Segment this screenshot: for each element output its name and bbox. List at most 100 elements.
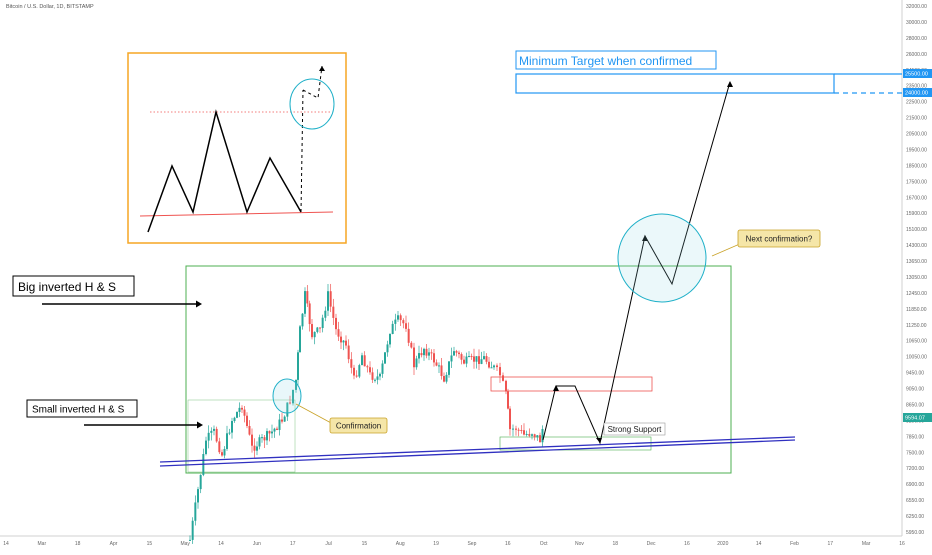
inset-support-line (139, 211, 334, 217)
candle-body (496, 365, 498, 368)
time-tick-label: Mar (862, 541, 871, 547)
candle-body (458, 352, 460, 355)
candle-body (308, 303, 311, 325)
price-tick-label: 20500.00 (906, 132, 927, 138)
candle-body (358, 365, 361, 377)
candle-body (241, 407, 243, 410)
candle-body (258, 437, 261, 447)
confirmation-callout[interactable]: Confirmation (295, 403, 388, 434)
candle-body (428, 352, 430, 356)
price-tick-label: 21500.00 (906, 116, 927, 122)
price-tick-label: 17500.00 (906, 179, 927, 185)
candle-body (430, 352, 433, 354)
candle-body (199, 474, 202, 490)
candle-body (271, 431, 273, 434)
candle-body (340, 336, 342, 343)
candle-body (490, 367, 493, 369)
time-tick-label: Aug (396, 541, 405, 547)
candle-body (189, 539, 191, 541)
target-tag-high (903, 69, 932, 78)
candle-body (292, 389, 294, 404)
candle-body (355, 375, 358, 377)
strong-support-box (603, 422, 666, 436)
candle-body (281, 419, 283, 422)
time-tick-label: Oct (540, 541, 548, 547)
candle-body (276, 428, 278, 430)
next-confirmation-pointer (711, 242, 743, 257)
candle-body (266, 431, 268, 441)
candle-body (520, 429, 523, 431)
strong-support-callout[interactable]: Strong Support (603, 422, 666, 436)
candle-body (261, 437, 263, 439)
price-tick-label: 16700.00 (906, 195, 927, 201)
small-hs-annotation[interactable]: Small inverted H & S (26, 399, 203, 429)
candle-body (399, 315, 402, 321)
projection-arrow-2 (596, 438, 602, 443)
projection-arrow-1 (553, 385, 559, 391)
price-tick-label: 5950.00 (906, 530, 924, 536)
target-label: Minimum Target when confirmed (519, 54, 692, 68)
big-hs-annotation[interactable]: Big inverted H & S (12, 275, 202, 308)
price-tick-label: 13650.00 (906, 259, 927, 265)
price-tick-label: 6900.00 (906, 482, 924, 488)
candle-body (505, 380, 507, 392)
target-tag-low-text: 24000.00 (905, 91, 928, 97)
candle-body (512, 428, 514, 430)
candle-body (295, 379, 297, 390)
candle-body (455, 351, 458, 353)
candle-body (525, 433, 528, 435)
candle-body (231, 421, 233, 433)
price-tick-label: 28000.00 (906, 36, 927, 42)
candle-body (517, 429, 520, 431)
candle-body (273, 428, 276, 432)
symbol-header: Bitcoin / U.S. Dollar, 1D, BITSTAMP (6, 4, 94, 10)
candle-body (502, 375, 504, 381)
time-tick-label: Jul (325, 541, 331, 547)
confirmation-bubble (329, 417, 388, 434)
time-tick-label: 19 (433, 541, 439, 547)
price-tick-label: 8650.00 (906, 402, 924, 408)
candle-body (438, 365, 440, 367)
next-confirmation-callout[interactable]: Next confirmation? (711, 229, 821, 257)
candle-body (221, 452, 223, 456)
price-tick-label: 11250.00 (906, 323, 927, 329)
candle-body (448, 361, 450, 375)
time-axis[interactable]: 14 Mar 18 Apr 15 May 14 Jun 17 Jul 15 Aug 19 Sep 16 Oct… (3, 541, 905, 547)
inset-ellipse (289, 78, 335, 130)
candle-body (470, 356, 473, 358)
big-hs-arrowhead (196, 300, 202, 308)
price-axis[interactable]: 32000.0030000.0028000.0026000.0024500.00… (906, 4, 927, 536)
candle-body (420, 353, 423, 356)
confirmation-label: Confirmation (336, 422, 381, 431)
time-tick-label: May (180, 541, 190, 547)
time-tick-label: 16 (684, 541, 690, 547)
candle-body (402, 320, 405, 324)
inset-arrowhead (319, 66, 325, 71)
candle-body (376, 376, 379, 380)
price-tick-label: 26000.00 (906, 52, 927, 58)
candle-body (374, 379, 376, 381)
candle-body (226, 433, 228, 449)
price-tick-label: 11850.00 (906, 307, 927, 313)
candle-body (407, 328, 410, 343)
candle-body (389, 334, 391, 345)
price-tick-label: 7200.00 (906, 466, 924, 472)
candle-body (405, 323, 407, 329)
candle-body (475, 356, 478, 362)
trendline-upper (159, 436, 796, 463)
price-tick-label: 6250.00 (906, 514, 924, 520)
time-tick-label: Sep (467, 541, 476, 547)
projection-arrow-4 (727, 81, 733, 87)
candle-body (283, 416, 286, 422)
candle-body (465, 356, 468, 364)
time-tick-label: 17 (828, 541, 834, 547)
candle-body (397, 315, 399, 320)
time-tick-label: 15 (362, 541, 368, 547)
candle-body (332, 306, 335, 318)
time-tick-label: 14 (218, 541, 224, 547)
candle-body (533, 434, 536, 438)
target-annotation[interactable]: Minimum Target when confirmed (515, 50, 717, 70)
candle-body (493, 365, 495, 368)
